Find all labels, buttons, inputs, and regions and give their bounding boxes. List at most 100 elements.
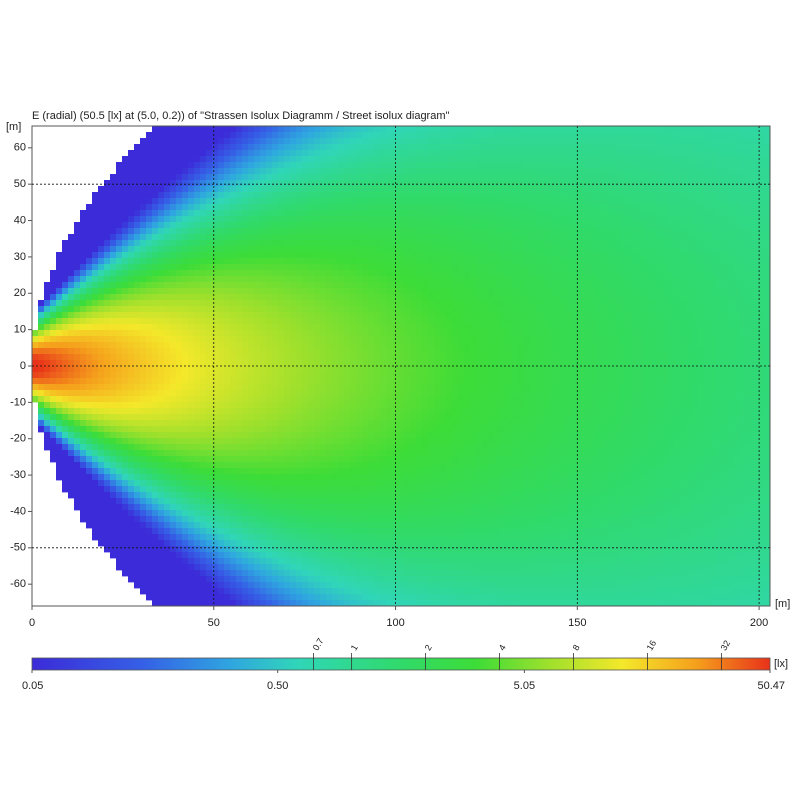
field-cell	[128, 264, 135, 271]
field-cell	[668, 366, 675, 373]
field-cell	[524, 306, 531, 313]
field-cell	[710, 330, 717, 337]
field-cell	[458, 222, 465, 229]
field-cell	[752, 240, 759, 247]
field-cell	[158, 216, 165, 223]
field-cell	[176, 150, 183, 157]
field-cell	[722, 198, 729, 205]
field-cell	[668, 306, 675, 313]
field-cell	[506, 144, 513, 151]
field-cell	[164, 336, 171, 343]
field-cell	[344, 366, 351, 373]
field-cell	[590, 222, 597, 229]
field-cell	[584, 312, 591, 319]
field-cell	[308, 264, 315, 271]
field-cell	[656, 138, 663, 145]
field-cell	[758, 354, 765, 361]
field-cell	[746, 366, 753, 373]
field-cell	[584, 228, 591, 235]
field-cell	[464, 366, 471, 373]
field-cell	[170, 288, 177, 295]
field-cell	[308, 150, 315, 157]
field-cell	[704, 186, 711, 193]
field-cell	[260, 144, 267, 151]
field-cell	[284, 180, 291, 187]
field-cell	[446, 300, 453, 307]
field-cell	[92, 336, 99, 343]
field-cell	[398, 258, 405, 265]
field-cell	[446, 354, 453, 361]
field-cell	[104, 192, 111, 199]
field-cell	[320, 366, 327, 373]
field-cell	[590, 336, 597, 343]
field-cell	[740, 306, 747, 313]
field-cell	[86, 240, 93, 247]
field-cell	[626, 222, 633, 229]
field-cell	[482, 282, 489, 289]
field-cell	[104, 240, 111, 247]
field-cell	[110, 372, 117, 379]
field-cell	[194, 330, 201, 337]
field-cell	[554, 234, 561, 241]
field-cell	[710, 354, 717, 361]
field-cell	[572, 186, 579, 193]
field-cell	[434, 162, 441, 169]
field-cell	[380, 210, 387, 217]
field-cell	[314, 228, 321, 235]
field-cell	[620, 132, 627, 139]
field-cell	[518, 126, 525, 133]
field-cell	[584, 132, 591, 139]
field-cell	[92, 240, 99, 247]
field-cell	[452, 342, 459, 349]
field-cell	[194, 264, 201, 271]
field-cell	[374, 204, 381, 211]
field-cell	[626, 144, 633, 151]
field-cell	[182, 126, 189, 133]
field-cell	[710, 258, 717, 265]
field-cell	[290, 318, 297, 325]
field-cell	[626, 174, 633, 181]
field-cell	[680, 318, 687, 325]
field-cell	[722, 264, 729, 271]
field-cell	[422, 354, 429, 361]
field-cell	[398, 264, 405, 271]
field-cell	[650, 168, 657, 175]
field-cell	[380, 186, 387, 193]
field-cell	[386, 264, 393, 271]
field-cell	[404, 354, 411, 361]
field-cell	[452, 318, 459, 325]
field-cell	[356, 294, 363, 301]
field-cell	[482, 162, 489, 169]
field-cell	[254, 294, 261, 301]
field-cell	[602, 324, 609, 331]
field-cell	[428, 372, 435, 379]
field-cell	[128, 210, 135, 217]
field-cell	[350, 126, 357, 133]
field-cell	[392, 246, 399, 253]
field-cell	[734, 246, 741, 253]
field-cell	[284, 186, 291, 193]
field-cell	[272, 372, 279, 379]
field-cell	[242, 342, 249, 349]
field-cell	[530, 342, 537, 349]
field-cell	[290, 150, 297, 157]
field-cell	[488, 186, 495, 193]
field-cell	[518, 330, 525, 337]
field-cell	[482, 276, 489, 283]
field-cell	[398, 366, 405, 373]
field-cell	[308, 234, 315, 241]
field-cell	[500, 354, 507, 361]
field-cell	[326, 288, 333, 295]
field-cell	[236, 252, 243, 259]
field-cell	[584, 300, 591, 307]
field-cell	[704, 228, 711, 235]
field-cell	[554, 294, 561, 301]
field-cell	[518, 216, 525, 223]
field-cell	[626, 300, 633, 307]
field-cell	[368, 228, 375, 235]
field-cell	[650, 180, 657, 187]
field-cell	[368, 198, 375, 205]
field-cell	[680, 132, 687, 139]
field-cell	[434, 204, 441, 211]
field-cell	[272, 294, 279, 301]
